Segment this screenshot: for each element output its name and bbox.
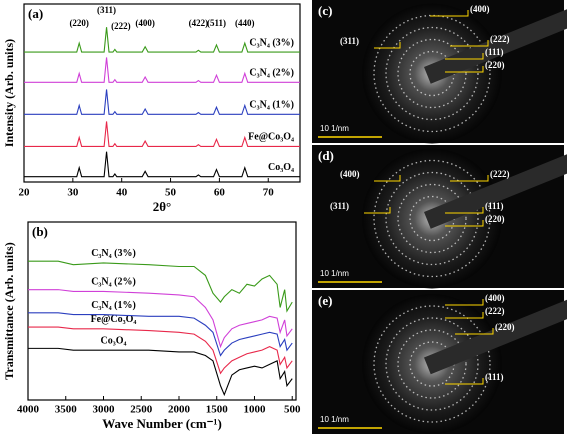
plot-frame (27, 221, 297, 401)
peak-label: (400) (135, 18, 155, 28)
series-line (24, 89, 300, 115)
saed-panel: (e) 10 1/nm (400) (222) (220) (111) (312, 290, 567, 434)
series-label: C₃N₄ (1%) (249, 100, 294, 111)
x-tick-label: 2500 (130, 404, 153, 416)
x-tick-label: 60 (214, 187, 226, 199)
leader-line (445, 299, 484, 306)
series-label: Fe@Co₃O₄ (248, 132, 294, 143)
plane-label: (400) (340, 169, 360, 179)
plot-frame (23, 3, 301, 183)
peak-label: (511) (207, 18, 226, 28)
series-line (28, 347, 293, 397)
plane-label: (400) (470, 4, 490, 14)
diffraction-ring (385, 317, 479, 411)
series-label: Co₃O₄ (268, 162, 294, 173)
leader-line (364, 207, 391, 214)
leader-line (445, 66, 484, 73)
leader-line (455, 328, 494, 335)
x-tick-label: 70 (263, 187, 275, 199)
diffraction-ring (397, 329, 467, 399)
plane-label: (111) (485, 47, 504, 57)
series-label: C₃N₄ (3%) (91, 248, 136, 259)
leader-line (445, 220, 484, 227)
plane-label: (222) (490, 34, 510, 44)
series-label: C₃N₄ (1%) (91, 300, 136, 311)
leader-line (374, 175, 401, 182)
plane-label: (111) (485, 201, 504, 211)
peak-label: (311) (97, 5, 116, 15)
series-label: Co₃O₄ (100, 335, 126, 346)
leader-line (450, 40, 489, 47)
x-tick-label: 30 (67, 187, 79, 199)
diffraction-ring (385, 171, 479, 266)
peak-label: (440) (235, 18, 255, 28)
panel-label: (c) (318, 3, 332, 18)
peak-label: (222) (111, 21, 131, 31)
leader-line (374, 42, 401, 49)
scale-bar-label: 10 1/nm (320, 269, 349, 278)
plane-label: (220) (485, 60, 505, 70)
y-axis-label: Intensity (Arb. units) (2, 39, 16, 147)
plane-label: (311) (330, 201, 349, 211)
saed-panel: (d) 10 1/nm (400) (222) (311) (111) (220) (312, 145, 567, 289)
x-tick-label: 20 (19, 187, 31, 199)
saed-panel: (c) 10 1/nm (400) (311) (222) (111) (220) (312, 0, 567, 144)
x-tick-label: 1000 (243, 404, 266, 416)
panel-label: (b) (32, 224, 48, 239)
diffraction-ring (373, 159, 491, 278)
leader-line (430, 10, 469, 17)
plane-label: (222) (485, 306, 505, 316)
series-label: C₃N₄ (2%) (249, 68, 294, 79)
series-label: C₃N₄ (3%) (249, 37, 294, 48)
leader-line (445, 53, 484, 60)
diffraction-ring (373, 14, 491, 133)
series-line (28, 289, 293, 349)
series-line (24, 151, 300, 178)
x-tick-label: 4000 (17, 404, 40, 416)
series-line (28, 312, 293, 357)
diffraction-ring (397, 183, 467, 254)
x-tick-label: 40 (116, 187, 128, 199)
series-line (28, 326, 293, 375)
peak-label: (422) (189, 18, 209, 28)
leader-line (445, 312, 484, 319)
x-axis-label: 2θ° (153, 199, 171, 214)
series-label: C₃N₄ (2%) (91, 277, 136, 288)
x-tick-label: 1500 (206, 404, 229, 416)
beam-stopper (423, 7, 567, 84)
x-tick-label: 3000 (92, 404, 115, 416)
plane-label: (111) (485, 372, 504, 382)
x-axis-label: Wave Number (cm⁻¹) (102, 416, 222, 431)
series-line (24, 121, 300, 147)
beam-stopper (423, 297, 567, 375)
x-tick-label: 3500 (55, 404, 78, 416)
panel-label: (a) (28, 6, 43, 21)
plane-label: (222) (490, 169, 510, 179)
plane-label: (220) (495, 322, 515, 332)
x-tick-label: 500 (284, 404, 301, 416)
beam-stopper (423, 152, 567, 229)
leader-line (445, 207, 484, 214)
plane-label: (311) (340, 36, 359, 46)
series-line (28, 260, 293, 313)
diffraction-ring (373, 305, 491, 423)
diffraction-ring (385, 26, 479, 121)
diffraction-ring (397, 38, 467, 109)
x-tick-label: 50 (165, 187, 177, 199)
scale-bar-label: 10 1/nm (320, 415, 349, 424)
series-line (24, 27, 300, 53)
scale-bar-label: 10 1/nm (320, 124, 349, 133)
peak-label: (220) (69, 18, 89, 28)
leader-line (445, 378, 484, 385)
series-line (24, 57, 300, 83)
leader-line (450, 175, 489, 182)
series-label: Fe@Co₃O₄ (91, 314, 137, 325)
x-tick-label: 2000 (168, 404, 191, 416)
panel-label: (e) (318, 293, 332, 308)
plane-label: (220) (485, 214, 505, 224)
plane-label: (400) (485, 293, 505, 303)
panel-label: (d) (318, 148, 334, 163)
y-axis-label: Transmittance (Arb. units) (2, 242, 16, 379)
